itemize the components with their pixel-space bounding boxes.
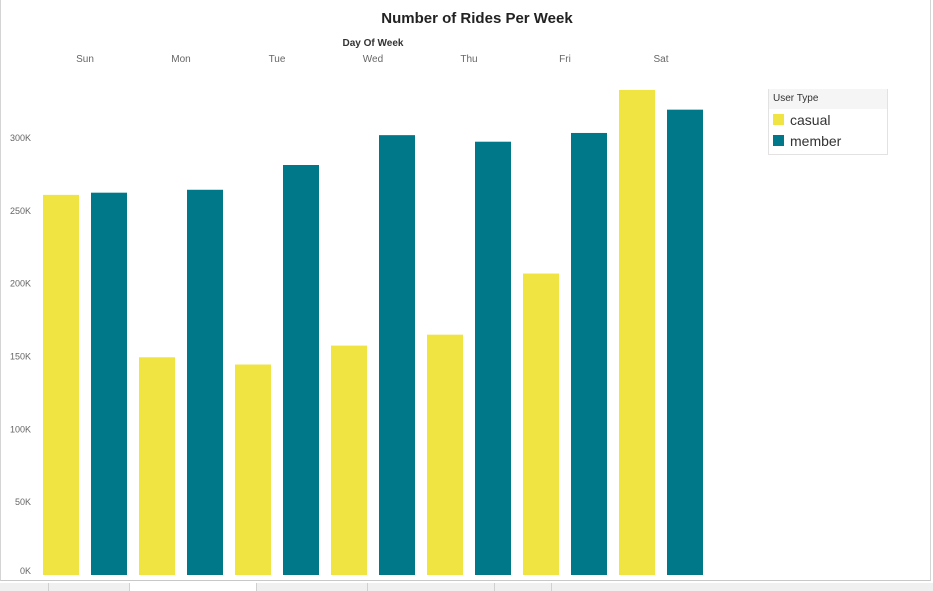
y-tick-label: 150K	[10, 352, 31, 362]
x-tick-label-sat: Sat	[653, 54, 668, 65]
x-tick-label-mon: Mon	[171, 54, 190, 65]
bar-member-mon[interactable]	[187, 189, 223, 575]
bar-casual-fri[interactable]	[523, 273, 559, 575]
x-tick-labels: Sun Mon Tue Wed Thu Fri Sat	[76, 54, 669, 65]
bar-member-tue[interactable]	[283, 165, 319, 575]
legend-swatch-casual	[773, 114, 784, 125]
bar-casual-tue[interactable]	[235, 364, 271, 575]
y-tick-label: 300K	[10, 133, 31, 143]
y-tick-label: 250K	[10, 206, 31, 216]
y-tick-label: 0K	[20, 566, 31, 576]
bar-casual-sat[interactable]	[619, 90, 655, 575]
legend-label-casual: casual	[790, 111, 831, 128]
bar-member-sat[interactable]	[667, 109, 703, 575]
bar-casual-mon[interactable]	[139, 357, 175, 575]
legend-label-member: member	[790, 132, 842, 149]
bar-member-thu[interactable]	[475, 141, 511, 575]
y-tick-label: 200K	[10, 279, 31, 289]
bar-casual-wed[interactable]	[331, 345, 367, 575]
legend[interactable]: User Type casual member	[768, 89, 888, 155]
bar-member-fri[interactable]	[571, 132, 607, 576]
sheet-tab[interactable]	[368, 583, 495, 591]
x-tick-label-thu: Thu	[460, 54, 477, 65]
bar-member-wed[interactable]	[379, 135, 415, 575]
bars	[43, 90, 703, 576]
y-tick-label: 50K	[15, 497, 31, 507]
sheet-tab[interactable]	[495, 583, 552, 591]
x-tick-label-fri: Fri	[559, 54, 571, 65]
legend-item-member[interactable]: member	[769, 130, 887, 151]
legend-swatch-member	[773, 135, 784, 146]
sheet-tab[interactable]	[0, 583, 49, 591]
bar-casual-sun[interactable]	[43, 194, 79, 575]
y-tick-labels: 0K 50K 100K 150K 200K 250K 300K	[10, 133, 31, 576]
bar-member-sun[interactable]	[91, 192, 127, 575]
x-tick-label-wed: Wed	[363, 54, 383, 65]
x-axis-title: Day Of Week	[343, 38, 404, 49]
sheet-tab-active[interactable]	[130, 583, 257, 591]
sheet-tab[interactable]	[257, 583, 368, 591]
sheet-tab[interactable]	[49, 583, 130, 591]
sheet-tab-bar	[0, 583, 933, 591]
x-tick-label-sun: Sun	[76, 54, 94, 65]
legend-title: User Type	[769, 89, 887, 109]
x-tick-label-tue: Tue	[269, 54, 286, 65]
legend-item-casual[interactable]: casual	[769, 109, 887, 130]
y-tick-label: 100K	[10, 424, 31, 434]
chart-title: Number of Rides Per Week	[381, 10, 573, 27]
bar-casual-thu[interactable]	[427, 334, 463, 575]
